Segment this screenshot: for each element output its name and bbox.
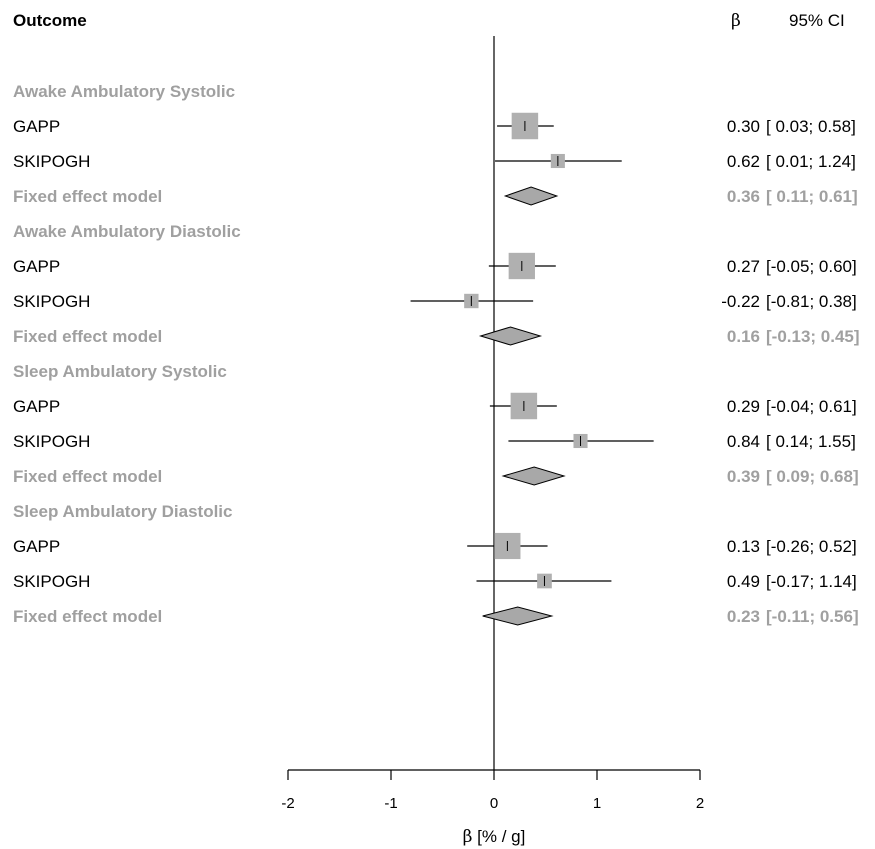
study-label: GAPP <box>13 537 60 556</box>
fixed-estimate-value: 0.36 <box>727 187 760 206</box>
x-axis: -2 -1 0 1 2 β [% / g] <box>281 769 704 847</box>
fixed-effect-label: Fixed effect model <box>13 607 162 626</box>
x-tick-label: -1 <box>384 795 397 812</box>
fixed-effect-diamond <box>482 606 554 626</box>
ci-value: [-0.04; 0.61] <box>766 397 857 416</box>
fixed-estimate-value: 0.16 <box>727 327 760 346</box>
ci-value: [ 0.01; 1.24] <box>766 152 856 171</box>
group-title: Awake Ambulatory Systolic <box>13 82 235 101</box>
x-tick-label: 1 <box>593 795 601 812</box>
fixed-estimate-value: 0.23 <box>727 607 760 626</box>
fixed-estimate-value: 0.39 <box>727 467 760 486</box>
ci-value: [-0.17; 1.14] <box>766 572 857 591</box>
ci-value: [-0.05; 0.60] <box>766 257 857 276</box>
estimate-value: 0.29 <box>727 397 760 416</box>
ci-header: 95% CI <box>789 11 845 30</box>
x-axis-label-units: [% / g] <box>472 827 525 846</box>
study-label: SKIPOGH <box>13 292 90 311</box>
ci-value: [-0.81; 0.38] <box>766 292 857 311</box>
beta-header: β <box>731 11 741 31</box>
study-label: GAPP <box>13 397 60 416</box>
x-axis-label: β [% / g] <box>463 827 526 847</box>
x-tick-label: -2 <box>281 795 294 812</box>
ci-value: [-0.26; 0.52] <box>766 537 857 556</box>
fixed-effect-diamond <box>501 466 566 486</box>
fixed-ci-value: [ 0.11; 0.61] <box>766 187 858 206</box>
fixed-effect-label: Fixed effect model <box>13 187 162 206</box>
estimate-value: 0.62 <box>727 152 760 171</box>
ci-value: [ 0.03; 0.58] <box>766 117 856 136</box>
fixed-effect-diamond <box>503 186 559 206</box>
ci-value: [ 0.14; 1.55] <box>766 432 856 451</box>
group-title: Sleep Ambulatory Diastolic <box>13 502 232 521</box>
fixed-ci-value: [-0.13; 0.45] <box>766 327 860 346</box>
fixed-effect-label: Fixed effect model <box>13 467 162 486</box>
group-title: Sleep Ambulatory Systolic <box>13 362 227 381</box>
study-label: SKIPOGH <box>13 152 90 171</box>
estimate-value: -0.22 <box>721 292 760 311</box>
estimate-value: 0.27 <box>727 257 760 276</box>
fixed-effect-label: Fixed effect model <box>13 327 162 346</box>
x-tick-label: 0 <box>490 795 498 812</box>
fixed-effect-diamond <box>478 326 543 346</box>
study-label: SKIPOGH <box>13 572 90 591</box>
estimate-value: 0.30 <box>727 117 760 136</box>
study-label: GAPP <box>13 117 60 136</box>
group-title: Awake Ambulatory Diastolic <box>13 222 241 241</box>
estimate-value: 0.49 <box>727 572 760 591</box>
forest-rows: Awake Ambulatory Systolic GAPP 0.30 [ 0.03;… <box>13 36 860 770</box>
x-tick-label: 2 <box>696 795 704 812</box>
estimate-value: 0.84 <box>727 432 760 451</box>
outcome-header: Outcome <box>13 11 87 30</box>
study-label: GAPP <box>13 257 60 276</box>
fixed-ci-value: [ 0.09; 0.68] <box>766 467 859 486</box>
estimate-value: 0.13 <box>727 537 760 556</box>
study-label: SKIPOGH <box>13 432 90 451</box>
x-axis-label-symbol: β <box>463 827 473 847</box>
fixed-ci-value: [-0.11; 0.56] <box>766 607 859 626</box>
